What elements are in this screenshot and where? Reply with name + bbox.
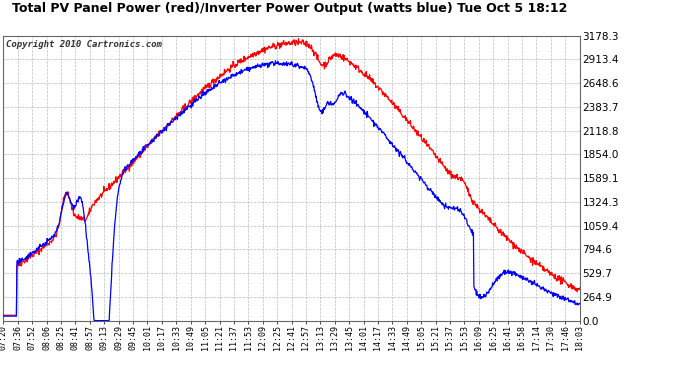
Text: Copyright 2010 Cartronics.com: Copyright 2010 Cartronics.com xyxy=(6,40,162,49)
Text: Total PV Panel Power (red)/Inverter Power Output (watts blue) Tue Oct 5 18:12: Total PV Panel Power (red)/Inverter Powe… xyxy=(12,2,567,15)
